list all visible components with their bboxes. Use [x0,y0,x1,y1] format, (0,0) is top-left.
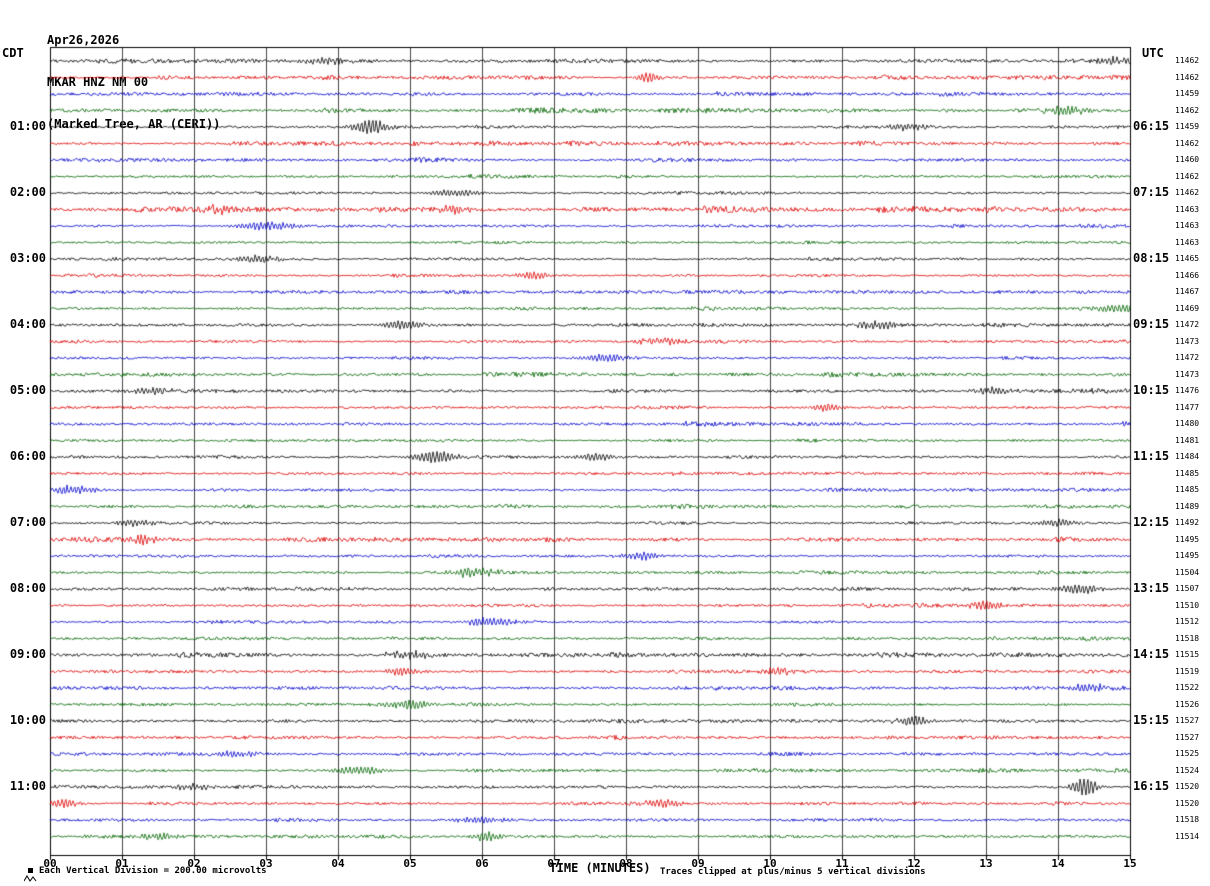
trace-count-value: 11485 [1175,485,1200,494]
left-time-label: 11:00 [9,779,46,793]
x-tick-label: 10 [763,857,777,870]
right-time-label: 13:15 [1133,581,1170,595]
right-time-label: 10:15 [1133,383,1170,397]
trace-count-value: 11460 [1175,155,1200,164]
trace-count-value: 11462 [1175,56,1200,65]
left-time-label: 05:00 [9,383,46,397]
square-bullet-icon [28,868,33,873]
trace-count-value: 11459 [1175,122,1200,131]
trace-count-value: 11481 [1175,435,1200,445]
trace-count-value: 11520 [1175,798,1200,808]
left-time-label: 08:00 [9,581,46,595]
trace-count-value: 11504 [1175,567,1200,577]
right-time-label: 12:15 [1133,515,1170,529]
trace-count-value: 11507 [1175,584,1200,593]
trace-count-value: 11462 [1175,105,1200,115]
trace-count-value: 11514 [1175,831,1200,841]
trace-count-value: 11477 [1175,402,1200,412]
trace-count-value: 11469 [1175,303,1200,313]
left-time-label: 06:00 [9,449,46,463]
left-time-label: 02:00 [9,185,46,199]
left-time-label: 01:00 [9,119,46,133]
x-tick-label: 06 [475,857,489,870]
trace-count-value: 11462 [1175,171,1200,181]
right-time-label: 08:15 [1133,251,1170,265]
x-tick-label: 07 [547,857,561,870]
scale-note-text: Each Vertical Division = 200.00 microvol… [39,866,267,876]
trace-count-value: 11484 [1175,452,1200,461]
trace-count-value: 11459 [1175,89,1200,98]
trace-count-value: 11510 [1175,600,1200,610]
trace-count-value: 11480 [1175,419,1200,428]
trace-count-value: 11518 [1175,815,1200,824]
trace-count-value: 11512 [1175,617,1200,626]
x-tick-label: 13 [979,857,993,870]
left-time-label: 03:00 [9,251,46,265]
right-time-label: 09:15 [1133,317,1170,331]
trace-count-value: 11520 [1175,782,1200,791]
trace-count-value: 11525 [1175,749,1200,758]
trace-count-value: 11527 [1175,732,1200,742]
trace-count-value: 11462 [1175,72,1200,82]
left-time-label: 04:00 [9,317,46,331]
trace-count-value: 11462 [1175,188,1200,197]
x-tick-label: 02 [187,857,201,870]
trace-count-value: 11476 [1175,386,1200,395]
trace-count-value: 11522 [1175,683,1200,692]
trace-count-value: 11495 [1175,534,1200,544]
x-tick-label: 03 [259,857,273,870]
trace-count-value: 11472 [1175,353,1200,362]
left-time-label: 10:00 [9,713,46,727]
x-tick-label: 01 [115,857,129,870]
right-time-label: 06:15 [1133,119,1170,133]
trace-count-value: 11463 [1175,237,1200,247]
clip-note: Traces clipped at plus/minus 5 vertical … [660,867,926,877]
trace-count-value: 11492 [1175,518,1200,527]
x-tick-label: 05 [403,857,417,870]
trace-count-value: 11462 [1175,138,1200,148]
trace-count-value: 11473 [1175,336,1200,346]
trace-count-value: 11527 [1175,716,1200,725]
trace-count-value: 11526 [1175,699,1200,709]
trace-count-value: 11495 [1175,551,1200,560]
x-tick-label: 00 [43,857,57,870]
corner-squiggle-icon [24,875,37,882]
x-tick-label: 12 [907,857,921,870]
right-time-label: 07:15 [1133,185,1170,199]
trace-count-value: 11519 [1175,666,1200,676]
trace-count-value: 11518 [1175,633,1200,643]
left-time-label: 09:00 [9,647,46,661]
trace-count-value: 11465 [1175,254,1200,263]
trace-count-value: 11463 [1175,221,1200,230]
right-time-label: 11:15 [1133,449,1170,463]
x-tick-label: 11 [835,857,849,870]
x-tick-label: 09 [691,857,705,870]
right-time-label: 16:15 [1133,779,1170,793]
trace-count-value: 11524 [1175,765,1200,775]
trace-count-value: 11467 [1175,287,1200,296]
x-axis-title: TIME (MINUTES) [549,861,651,875]
trace-count-value: 11485 [1175,468,1200,478]
left-time-label: 07:00 [9,515,46,529]
trace-count-value: 11515 [1175,650,1200,659]
right-time-label: 15:15 [1133,713,1170,727]
right-time-label: 14:15 [1133,647,1170,661]
x-tick-label: 14 [1051,857,1065,870]
trace-count-value: 11473 [1175,369,1200,379]
trace-count-value: 11472 [1175,320,1200,329]
trace-count-value: 11489 [1175,501,1200,511]
x-tick-label: 04 [331,857,345,870]
trace-count-value: 11466 [1175,270,1200,280]
x-tick-label: 15 [1123,857,1137,870]
trace-count-value: 11463 [1175,204,1200,214]
x-tick-label: 08 [619,857,633,870]
scale-note: Each Vertical Division = 200.00 microvol… [28,866,267,876]
